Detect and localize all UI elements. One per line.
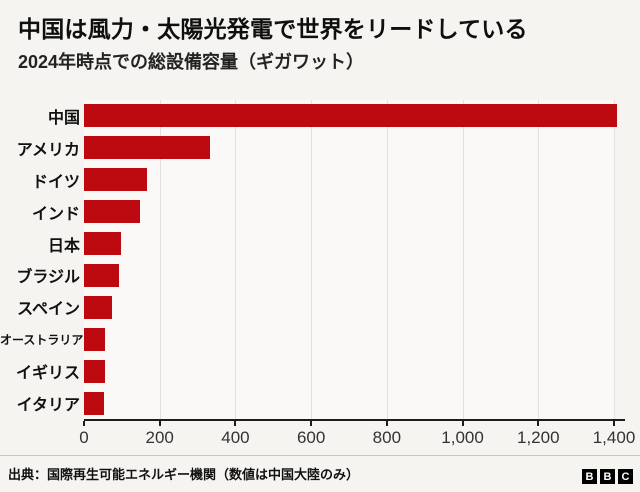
chart-row: イタリア — [0, 387, 614, 419]
category-label: イギリス — [15, 365, 80, 383]
chart-row: イギリス — [0, 355, 614, 387]
chart-row: オーストラリア — [0, 323, 614, 355]
gridline-600 — [311, 100, 313, 419]
axis-tick — [234, 421, 237, 426]
footer-divider — [0, 455, 640, 456]
value-bar — [84, 168, 148, 192]
axis-tick — [385, 421, 388, 426]
bar-track — [84, 263, 614, 287]
bar-track — [84, 327, 614, 351]
category-label: 中国 — [47, 109, 80, 127]
bar-track — [84, 200, 614, 224]
bbc-logo-letter: B — [600, 469, 615, 484]
chart-row: スペイン — [0, 291, 614, 323]
axis-tick — [83, 421, 85, 426]
bar-track — [84, 232, 614, 256]
bar-track — [84, 391, 614, 415]
chart-title: 中国は風力・太陽光発電で世界をリードしている — [18, 16, 528, 42]
gridline-400 — [235, 100, 237, 419]
category-label: 日本 — [47, 237, 80, 255]
value-bar — [84, 104, 618, 128]
value-bar — [84, 327, 106, 351]
category-label: インド — [31, 205, 80, 223]
gridline-1000 — [462, 100, 464, 419]
gridline-200 — [159, 100, 161, 419]
x-axis-line — [84, 419, 625, 421]
chart-row: ブラジル — [0, 260, 614, 292]
axis-tick — [613, 421, 615, 426]
source-note: 出典：国際再生可能エネルギー機関（数値は中国大陸のみ） — [8, 467, 360, 482]
axis-tick-label: 800 — [372, 428, 402, 447]
bbc-logo-letter: C — [618, 469, 633, 484]
axis-tick-label: 1,400 — [592, 428, 636, 447]
chart-row: アメリカ — [0, 132, 614, 164]
value-bar — [84, 232, 122, 256]
axis-tick-label: 1,000 — [441, 428, 484, 447]
category-label: アメリカ — [16, 141, 80, 159]
chart-row: ドイツ — [0, 164, 614, 196]
value-bar — [84, 359, 105, 383]
bar-chart: 中国アメリカドイツインド日本ブラジルスペインオーストラリアイギリスイタリア — [0, 100, 618, 419]
bar-track — [84, 168, 614, 192]
gridline-1400 — [614, 100, 615, 419]
value-bar — [84, 136, 210, 160]
bar-track — [84, 359, 614, 383]
category-label: ドイツ — [31, 173, 80, 191]
category-label: イタリア — [16, 397, 80, 415]
x-axis: 0 200 400 600 800 1,000 1,200 1,400 — [79, 419, 635, 459]
axis-tick — [461, 421, 464, 426]
value-bar — [84, 295, 112, 319]
axis-tick-label: 400 — [221, 428, 250, 447]
chart-row: インド — [0, 196, 614, 228]
bar-track — [84, 295, 614, 319]
axis-tick-label: 600 — [296, 428, 326, 447]
chart-row: 日本 — [0, 228, 614, 260]
axis-tick-label: 200 — [145, 428, 174, 447]
value-bar — [84, 200, 141, 224]
value-bar — [84, 391, 105, 415]
axis-tick — [158, 421, 161, 426]
chart-subtitle: 2024年時点での総設備容量（ギガワット） — [18, 52, 365, 72]
category-label: ブラジル — [16, 269, 80, 287]
axis-tick-label: 0 — [79, 428, 89, 447]
axis-tick-label: 1,200 — [517, 428, 560, 447]
bbc-logo-letter: B — [582, 469, 597, 484]
category-label: スペイン — [17, 301, 80, 319]
gridline-800 — [386, 100, 388, 419]
chart-row: 中国 — [0, 100, 618, 132]
bar-track — [84, 136, 614, 160]
axis-tick — [537, 421, 540, 426]
bar-rows: 中国アメリカドイツインド日本ブラジルスペインオーストラリアイギリスイタリア — [0, 100, 618, 419]
bar-track — [84, 104, 618, 128]
category-label: オーストラリア — [0, 332, 84, 347]
gridline-1200 — [538, 100, 540, 419]
value-bar — [84, 263, 119, 287]
axis-tick — [310, 421, 313, 426]
